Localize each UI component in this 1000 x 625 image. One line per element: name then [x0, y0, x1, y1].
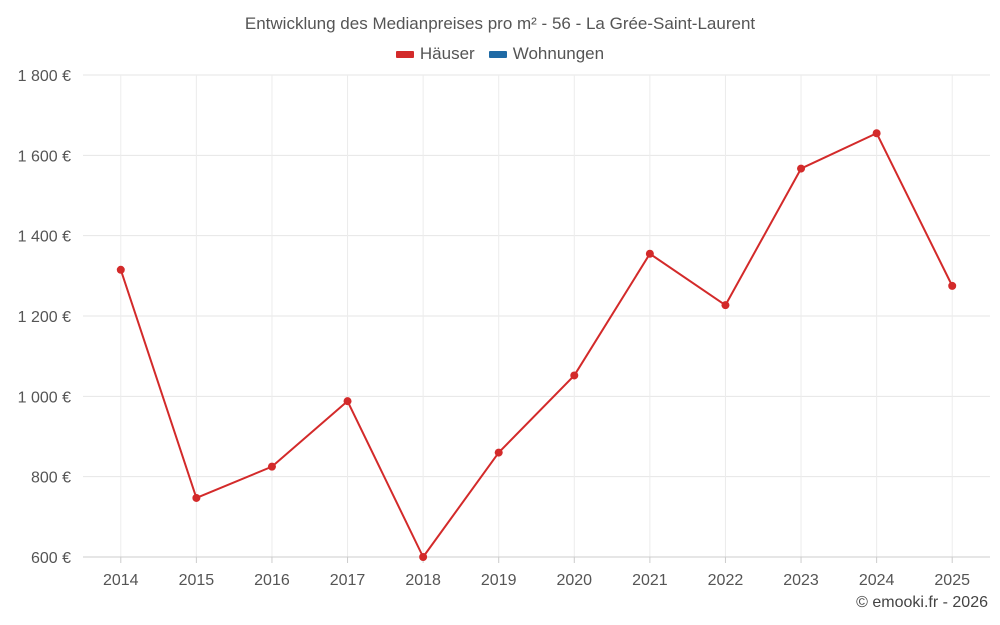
y-tick-label: 1 000 €: [18, 389, 71, 406]
data-point[interactable]: [494, 448, 503, 457]
credit-text: © emooki.fr - 2026: [856, 594, 988, 611]
x-tick-label: 2017: [330, 572, 366, 589]
data-point[interactable]: [872, 129, 881, 138]
x-tick-label: 2022: [708, 572, 744, 589]
data-point[interactable]: [267, 462, 276, 471]
x-tick-label: 2019: [481, 572, 517, 589]
data-point[interactable]: [116, 265, 125, 274]
x-tick-label: 2015: [179, 572, 215, 589]
x-tick-label: 2016: [254, 572, 290, 589]
chart-legend: Häuser Wohnungen: [0, 44, 1000, 64]
x-tick-label: 2018: [405, 572, 441, 589]
x-tick-label: 2020: [556, 572, 592, 589]
data-point[interactable]: [343, 397, 352, 406]
x-tick-label: 2023: [783, 572, 819, 589]
data-point[interactable]: [645, 249, 654, 258]
data-point[interactable]: [419, 553, 428, 561]
legend-label-hauser: Häuser: [419, 44, 475, 63]
y-tick-label: 800 €: [31, 470, 71, 487]
data-point[interactable]: [570, 371, 579, 380]
chart-title: Entwicklung des Medianpreises pro m² - 5…: [244, 14, 756, 33]
legend-swatch-wohnungen: [488, 50, 507, 58]
legend-item-wohnungen[interactable]: Wohnungen: [488, 44, 605, 64]
y-tick-label: 1 400 €: [18, 229, 71, 246]
legend-item-hauser[interactable]: Häuser: [395, 44, 475, 64]
data-point[interactable]: [948, 281, 957, 290]
x-tick-label: 2024: [859, 572, 895, 589]
legend-swatch-hauser: [395, 50, 414, 58]
data-point[interactable]: [192, 493, 201, 502]
data-point[interactable]: [721, 301, 730, 310]
y-tick-label: 600 €: [31, 550, 71, 567]
x-tick-label: 2025: [934, 572, 970, 589]
y-tick-label: 1 200 €: [18, 309, 71, 326]
x-tick-label: 2021: [632, 572, 668, 589]
data-point[interactable]: [797, 164, 806, 173]
legend-label-wohnungen: Wohnungen: [512, 44, 605, 63]
y-tick-label: 1 600 €: [18, 148, 71, 165]
y-tick-label: 1 800 €: [18, 68, 71, 85]
series-line-häuser: [119, 132, 954, 558]
x-tick-label: 2014: [103, 572, 139, 589]
